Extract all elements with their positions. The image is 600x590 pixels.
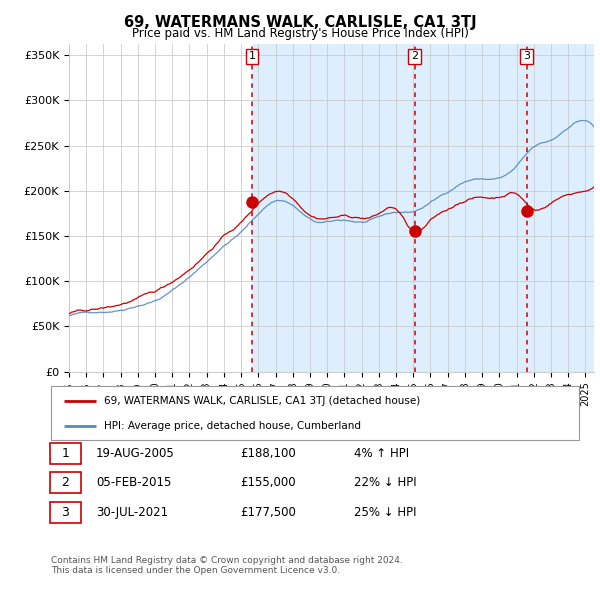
Text: £188,100: £188,100 bbox=[240, 447, 296, 460]
Text: 3: 3 bbox=[523, 51, 530, 61]
Text: 2: 2 bbox=[61, 476, 70, 489]
Text: 22% ↓ HPI: 22% ↓ HPI bbox=[354, 476, 416, 489]
Bar bbox=[252, 44, 594, 372]
Text: £177,500: £177,500 bbox=[240, 506, 296, 519]
Text: 1: 1 bbox=[248, 51, 256, 61]
Text: 1: 1 bbox=[61, 447, 70, 460]
Text: 19-AUG-2005: 19-AUG-2005 bbox=[96, 447, 175, 460]
Text: 69, WATERMANS WALK, CARLISLE, CA1 3TJ: 69, WATERMANS WALK, CARLISLE, CA1 3TJ bbox=[124, 15, 476, 30]
Text: HPI: Average price, detached house, Cumberland: HPI: Average price, detached house, Cumb… bbox=[104, 421, 361, 431]
Text: 05-FEB-2015: 05-FEB-2015 bbox=[96, 476, 172, 489]
Text: 2: 2 bbox=[411, 51, 418, 61]
Text: Contains HM Land Registry data © Crown copyright and database right 2024.
This d: Contains HM Land Registry data © Crown c… bbox=[51, 556, 403, 575]
Text: 69, WATERMANS WALK, CARLISLE, CA1 3TJ (detached house): 69, WATERMANS WALK, CARLISLE, CA1 3TJ (d… bbox=[104, 396, 420, 406]
Text: 3: 3 bbox=[61, 506, 70, 519]
Text: 4% ↑ HPI: 4% ↑ HPI bbox=[354, 447, 409, 460]
Text: 30-JUL-2021: 30-JUL-2021 bbox=[96, 506, 168, 519]
Text: 25% ↓ HPI: 25% ↓ HPI bbox=[354, 506, 416, 519]
Text: Price paid vs. HM Land Registry's House Price Index (HPI): Price paid vs. HM Land Registry's House … bbox=[131, 27, 469, 40]
Text: £155,000: £155,000 bbox=[240, 476, 296, 489]
